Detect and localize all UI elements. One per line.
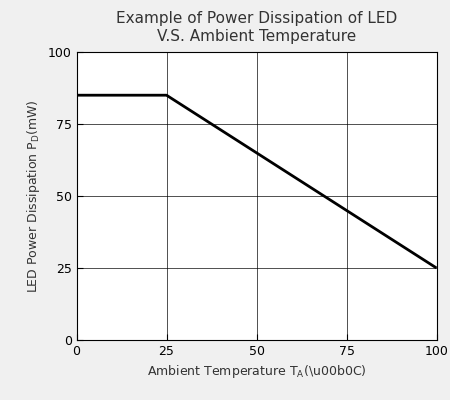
Y-axis label: LED Power Dissipation $\mathdefault{P_D}$(mW): LED Power Dissipation $\mathdefault{P_D}…: [25, 99, 42, 293]
Title: Example of Power Dissipation of LED
V.S. Ambient Temperature: Example of Power Dissipation of LED V.S.…: [116, 12, 397, 44]
X-axis label: Ambient Temperature $\mathdefault{T_A}$(\u00b0C): Ambient Temperature $\mathdefault{T_A}$(…: [147, 364, 366, 380]
